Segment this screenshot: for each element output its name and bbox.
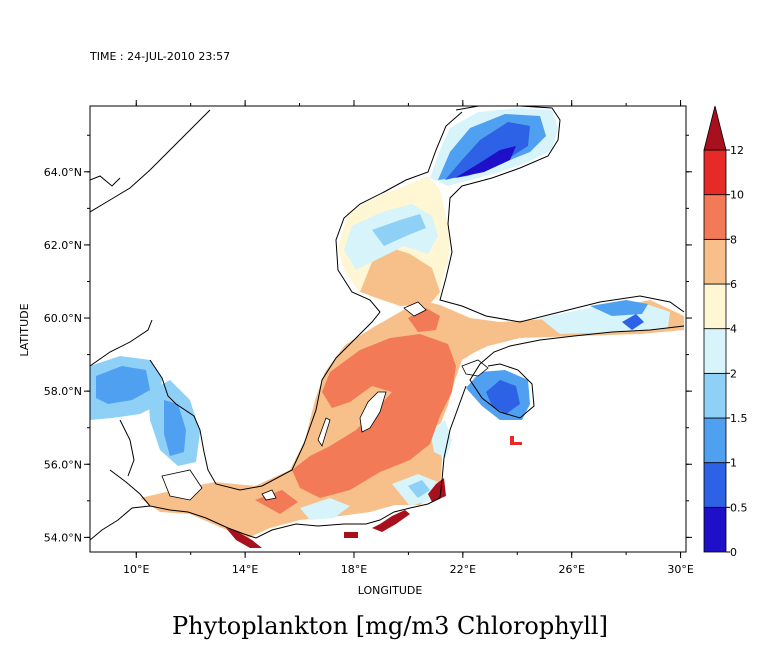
- x-tick-label: 22°E: [450, 563, 476, 576]
- bothnian-bay-deep: [445, 122, 530, 180]
- y-axis: 54.0°N 56.0°N 58.0°N 60.0°N 62.0°N 64.0°N: [44, 134, 692, 544]
- red-patch-south-west: [255, 490, 298, 514]
- colorbar-label: 8: [730, 233, 737, 246]
- colorbar-band: [703, 149, 727, 196]
- skagerrak-deep: [96, 366, 150, 404]
- dark-red-pixel-riga-2: [510, 442, 522, 445]
- plot-area: [90, 106, 686, 552]
- figure-title: Phytoplankton [mg/m3 Chlorophyll]: [172, 612, 608, 640]
- y-axis-label: LATITUDE: [18, 303, 31, 356]
- time-label: TIME : 24-JUL-2010 23:57: [89, 50, 230, 63]
- gulf-of-finland-blue: [590, 300, 648, 316]
- kattegat-deep: [164, 400, 186, 456]
- bornholm-island: [261, 489, 277, 501]
- dark-red-vistula: [372, 510, 410, 532]
- colorbar-band: [703, 506, 727, 553]
- x-tick-label: 18°E: [341, 563, 367, 576]
- southern-blue-patch: [408, 480, 430, 498]
- y-tick-label: 56.0°N: [44, 458, 82, 471]
- coastlines: [90, 106, 685, 541]
- gotland-island: [359, 391, 387, 433]
- colorbar-label: 2: [730, 367, 737, 380]
- dark-red-pixel-gdansk: [344, 532, 358, 538]
- colorbar-overflow-triangle: [703, 105, 727, 151]
- x-axis-label: LONGITUDE: [358, 584, 423, 597]
- colorbar-label: 10: [730, 189, 744, 202]
- colorbar-label: 1: [730, 457, 737, 470]
- colorbar-band: [703, 283, 727, 330]
- x-tick-label: 14°E: [232, 563, 258, 576]
- colorbar-label: 0.5: [730, 501, 748, 514]
- aland-island: [403, 301, 427, 317]
- colorbar-label: 1.5: [730, 412, 748, 425]
- x-tick-label: 30°E: [667, 563, 693, 576]
- dark-red-oder: [226, 528, 262, 548]
- x-axis: 10°E 14°E 18°E 22°E 26°E 30°E: [123, 100, 694, 576]
- bothnian-bay-core: [455, 146, 516, 178]
- gulf-of-riga-deep: [486, 380, 520, 414]
- colorbar-label: 4: [730, 323, 737, 336]
- y-tick-label: 64.0°N: [44, 166, 82, 179]
- colorbar-band: [703, 328, 727, 374]
- colorbar-band: [703, 417, 727, 464]
- x-tick-label: 10°E: [123, 563, 149, 576]
- colorbar-band: [703, 372, 727, 419]
- colorbar: 0 0.5 1 1.5 2 4 6 8 10 12: [703, 105, 748, 559]
- plot-frame: [89, 105, 687, 553]
- oland-island: [317, 417, 331, 447]
- danish-islands: [161, 469, 203, 501]
- y-tick-label: 60.0°N: [44, 312, 82, 325]
- y-tick-label: 54.0°N: [44, 531, 82, 544]
- dark-red-pixel-riga: [510, 436, 514, 444]
- colorbar-label: 12: [730, 144, 744, 157]
- bothnian-sea-blue: [372, 214, 426, 246]
- gulf-of-finland-dark: [622, 314, 644, 330]
- y-tick-label: 58.0°N: [44, 385, 82, 398]
- colorbar-band: [703, 194, 727, 240]
- colorbar-band: [703, 238, 727, 285]
- x-tick-label: 26°E: [558, 563, 584, 576]
- colorbar-label: 6: [730, 278, 737, 291]
- colorbar-band: [703, 462, 727, 508]
- y-tick-label: 62.0°N: [44, 239, 82, 252]
- colorbar-label: 0: [730, 546, 737, 559]
- southern-light-patch-2: [300, 498, 350, 520]
- bothnian-sea-orange: [360, 248, 440, 306]
- saaremaa-island: [461, 359, 489, 377]
